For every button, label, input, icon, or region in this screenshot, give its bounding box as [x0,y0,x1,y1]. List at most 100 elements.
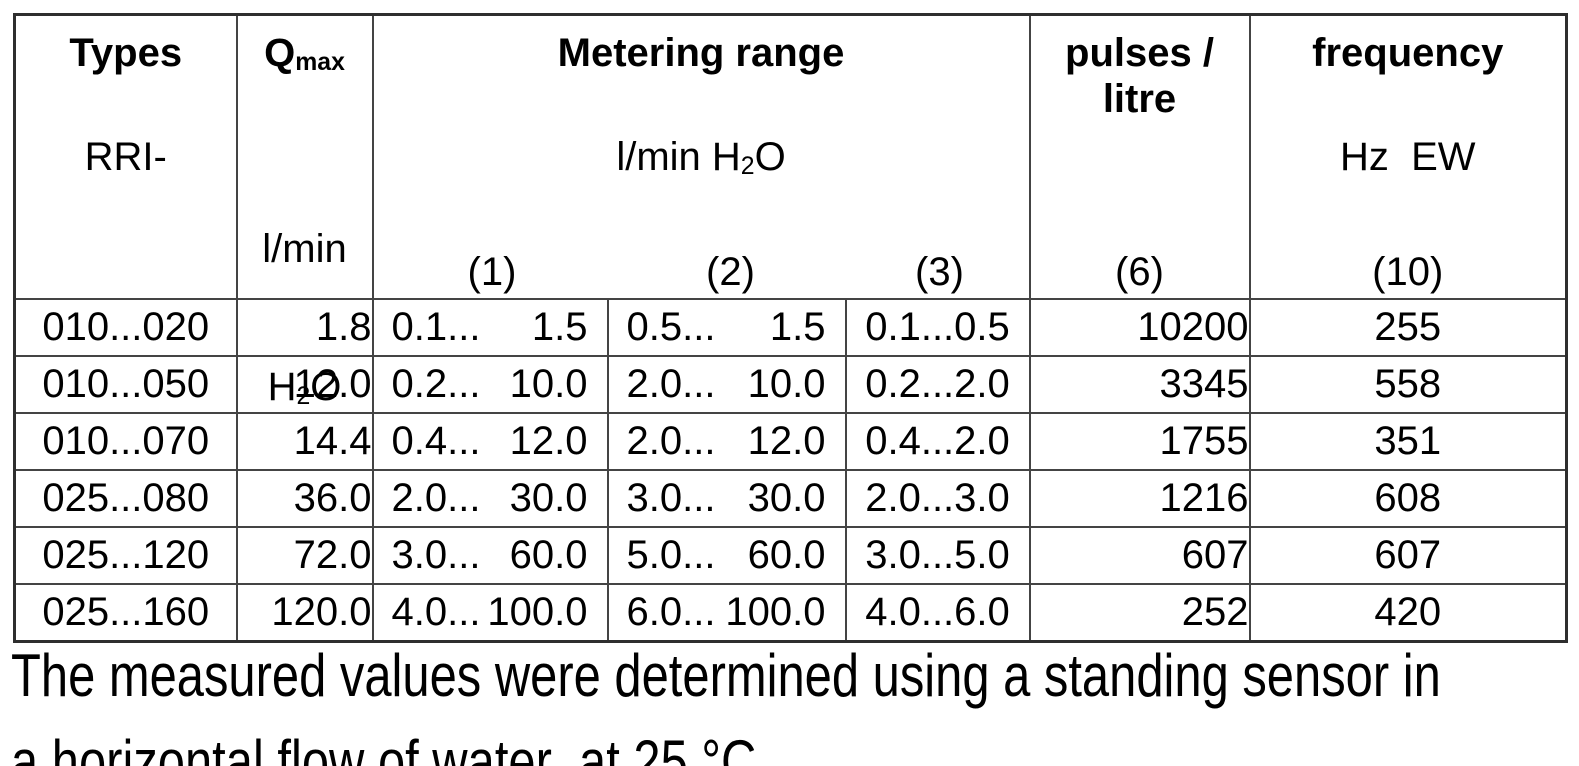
cell-metering-1: 0.4... 12.0 [371,412,609,471]
qmax-unit-sub: 2 [296,383,311,411]
cell-metering-1: 0.2... 10.0 [371,355,609,414]
table-body: 010...020 1.8 0.1... 1.5 0.5... 1.5 0.1...… [13,298,1568,643]
cell-pulses: 1216 [1028,469,1251,528]
qmax-title-main: Q [264,31,296,75]
cell-type: 025...160 [13,583,238,643]
metering-index-row: (1) (2) (3) [374,248,1029,296]
metering-to: 10.0 [747,362,826,406]
cell-metering-2: 0.5... 1.5 [606,298,847,357]
cell-metering-2: 5.0... 60.0 [606,526,847,585]
metering-to: 60.0 [747,533,826,577]
cell-metering-2: 3.0... 30.0 [606,469,847,528]
table-row: 025...080 36.0 2.0... 30.0 3.0... 30.0 2.0… [13,469,1568,528]
header-qmax: Qmax l/min H2O [235,13,374,409]
metering-to: 12.0 [747,419,826,463]
table-row: 025...160 120.0 4.0... 100.0 6.0... 100.0 … [13,583,1568,643]
metering-to: 30.0 [747,476,826,520]
cell-pulses: 3345 [1028,355,1251,414]
cell-metering-3: 0.4...2.0 [844,412,1031,471]
qmax-unit: l/min H2O [238,134,372,502]
pulses-title-line2: litre [1102,77,1177,121]
pulses-title-line1: pulses / [1065,31,1214,75]
cell-pulses: 607 [1028,526,1251,585]
metering-to: 100.0 [487,590,588,634]
cell-frequency: 351 [1248,412,1568,471]
metering-to: 12.0 [509,419,588,463]
cell-frequency: 608 [1248,469,1568,528]
cell-qmax: 36.0 [235,469,374,528]
footer-note: The measured values were determined usin… [11,633,1579,766]
cell-frequency: 420 [1248,583,1568,643]
cell-pulses: 252 [1028,583,1251,643]
cell-type: 010...020 [13,298,238,357]
metering-to: 1.5 [531,305,588,349]
cell-pulses: 10200 [1028,298,1251,357]
table-row: 010...050 12.0 0.2... 10.0 2.0... 10.0 0.2… [13,355,1568,414]
pulses-title: pulses / litre [1031,30,1249,122]
cell-qmax: 12.0 [235,355,374,414]
metering-to: 60.0 [509,533,588,577]
table-row: 025...120 72.0 3.0... 60.0 5.0... 60.0 3.0… [13,526,1568,585]
cell-qmax: 72.0 [235,526,374,585]
pulses-index: (6) [1115,250,1164,294]
metering-title: Metering range [557,31,845,75]
types-unit: RRI- [84,135,167,179]
cell-metering-3: 4.0...6.0 [844,583,1031,643]
metering-index-1: (1) [467,250,517,294]
header-pulses-per-litre: pulses / litre (6) [1028,13,1251,300]
metering-from: 0.5... [626,305,716,349]
cell-type: 010...050 [13,355,238,414]
metering-unit-post: O [754,135,786,179]
header-metering-range: Metering range l/min H2O (1) (2) (3) [371,13,1031,300]
metering-from: 5.0... [626,533,716,577]
frequency-unit: Hz EW [1339,135,1476,179]
metering-index-2: (2) [706,250,755,294]
spec-table: Types RRI- Qmax l/min H2O Metering range… [13,13,1568,643]
cell-metering-2: 6.0... 100.0 [606,583,847,643]
metering-to: 10.0 [509,362,588,406]
qmax-unit-line2: H2O [238,364,372,410]
cell-metering-3: 0.1...0.5 [844,298,1031,357]
cell-metering-3: 3.0...5.0 [844,526,1031,585]
qmax-title-sub: max [295,49,345,77]
cell-pulses: 1755 [1028,412,1251,471]
metering-from: 0.1... [391,305,481,349]
table-row: 010...020 1.8 0.1... 1.5 0.5... 1.5 0.1...… [13,298,1568,357]
cell-metering-1: 4.0... 100.0 [371,583,609,643]
metering-from: 0.2... [391,362,481,406]
cell-metering-3: 0.2...2.0 [844,355,1031,414]
cell-frequency: 558 [1248,355,1568,414]
qmax-unit-o: O [310,365,342,409]
metering-from: 6.0... [626,590,716,634]
metering-from: 0.4... [391,419,481,463]
metering-from: 3.0... [391,533,481,577]
cell-metering-1: 0.1... 1.5 [371,298,609,357]
qmax-unit-h: H [267,365,297,409]
cell-qmax: 1.8 [235,298,374,357]
table-row: 010...070 14.4 0.4... 12.0 2.0... 12.0 0.4… [13,412,1568,471]
qmax-title: Qmax [238,30,372,76]
cell-metering-2: 2.0... 10.0 [606,355,847,414]
frequency-index: (10) [1372,250,1444,294]
header-types: Types RRI- [13,13,238,300]
cell-type: 025...080 [13,469,238,528]
metering-unit: l/min H2O [374,134,1029,180]
cell-frequency: 607 [1248,526,1568,585]
metering-from: 3.0... [626,476,716,520]
cell-qmax: 14.4 [235,412,374,471]
metering-from: 2.0... [626,419,716,463]
metering-to: 1.5 [769,305,826,349]
cell-type: 010...070 [13,412,238,471]
table-header: Types RRI- Qmax l/min H2O Metering range… [13,13,1568,409]
metering-unit-pre: l/min H [616,135,741,179]
cell-qmax: 120.0 [235,583,374,643]
metering-from: 2.0... [391,476,481,520]
header-row: Types RRI- Qmax l/min H2O Metering range… [13,13,1568,409]
metering-from: 2.0... [626,362,716,406]
cell-metering-1: 2.0... 30.0 [371,469,609,528]
metering-from: 4.0... [391,590,481,634]
metering-to: 100.0 [725,590,826,634]
frequency-title: frequency [1312,31,1504,75]
metering-index-3: (3) [915,250,964,294]
